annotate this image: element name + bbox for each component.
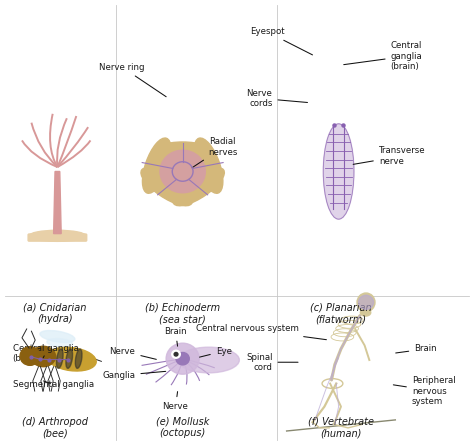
Text: Central
ganglia
(brain): Central ganglia (brain)	[344, 41, 422, 71]
Circle shape	[172, 350, 180, 358]
Text: Central nervous system: Central nervous system	[196, 324, 327, 340]
Circle shape	[174, 352, 178, 356]
Ellipse shape	[47, 347, 96, 371]
Text: Transverse
nerve: Transverse nerve	[353, 146, 425, 166]
Text: Nerve ring: Nerve ring	[100, 63, 166, 97]
Ellipse shape	[31, 346, 55, 367]
Text: (d) Arthropod
(bee): (d) Arthropod (bee)	[22, 417, 88, 438]
Text: Spinal
cord: Spinal cord	[246, 352, 298, 372]
Circle shape	[358, 295, 374, 309]
Ellipse shape	[29, 230, 86, 241]
Text: (a) Cnidarian
(hydra): (a) Cnidarian (hydra)	[23, 303, 87, 324]
Ellipse shape	[47, 339, 73, 347]
Ellipse shape	[323, 124, 354, 219]
Text: Ganglia: Ganglia	[102, 371, 166, 380]
Circle shape	[176, 352, 189, 365]
Text: Peripheral
nervous
system: Peripheral nervous system	[393, 376, 456, 406]
Text: Brain: Brain	[164, 327, 187, 346]
Text: Eyespot: Eyespot	[250, 27, 312, 55]
Ellipse shape	[142, 138, 171, 193]
Ellipse shape	[194, 138, 223, 193]
Text: Eye: Eye	[200, 347, 232, 357]
Text: Nerve: Nerve	[109, 347, 156, 360]
Polygon shape	[54, 171, 61, 234]
Ellipse shape	[40, 331, 75, 343]
Ellipse shape	[173, 168, 224, 206]
Ellipse shape	[152, 142, 213, 163]
Ellipse shape	[141, 168, 192, 206]
Text: (b) Echinoderm
(sea star): (b) Echinoderm (sea star)	[145, 303, 220, 324]
Text: (f) Vertebrate
(human): (f) Vertebrate (human)	[308, 417, 374, 438]
Text: Brain: Brain	[396, 344, 437, 353]
Ellipse shape	[66, 349, 73, 368]
Text: Central ganglia
(brain): Central ganglia (brain)	[12, 344, 78, 363]
Circle shape	[20, 347, 40, 365]
Ellipse shape	[56, 349, 63, 368]
Text: Radial
nerves: Radial nerves	[192, 138, 238, 168]
Text: (e) Mollusk
(octopus): (e) Mollusk (octopus)	[156, 417, 210, 438]
Ellipse shape	[360, 309, 371, 316]
Ellipse shape	[357, 293, 375, 311]
Text: Segmental ganglia: Segmental ganglia	[12, 380, 94, 389]
Text: Nerve: Nerve	[163, 392, 189, 411]
Ellipse shape	[75, 349, 82, 368]
Text: Nerve
cords: Nerve cords	[246, 89, 308, 108]
Circle shape	[160, 150, 205, 193]
Ellipse shape	[178, 347, 239, 373]
Text: (c) Planarian
(flatworm): (c) Planarian (flatworm)	[310, 303, 372, 324]
FancyBboxPatch shape	[28, 234, 87, 241]
Circle shape	[166, 343, 199, 374]
